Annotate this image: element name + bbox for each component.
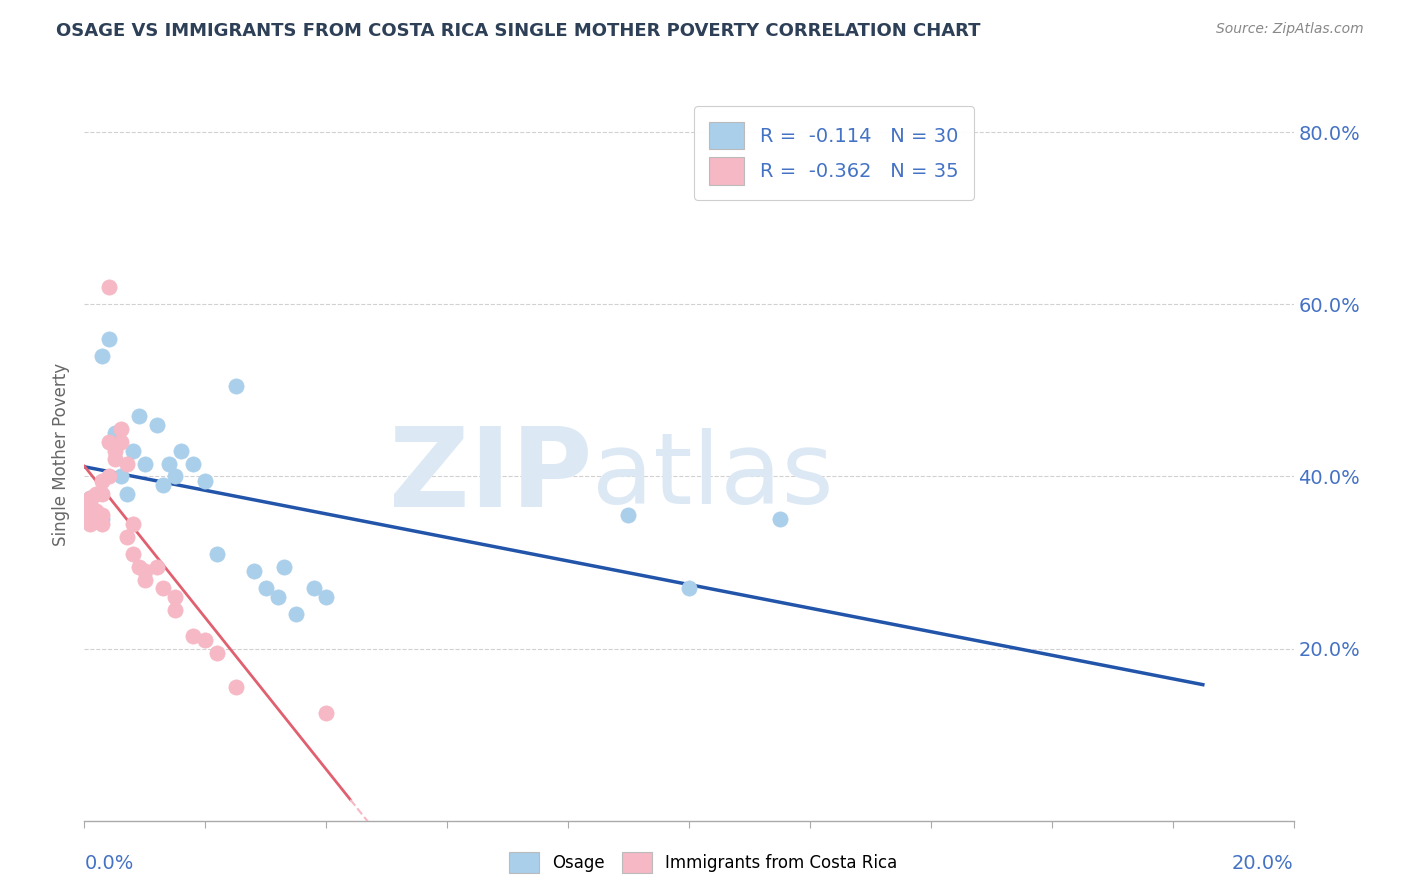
Point bbox=[181, 629, 204, 643]
Text: 20.0%: 20.0% bbox=[1232, 854, 1294, 872]
Point bbox=[284, 607, 308, 621]
Point bbox=[315, 706, 337, 720]
Point bbox=[115, 457, 138, 471]
Point bbox=[79, 504, 101, 518]
Point bbox=[121, 547, 143, 561]
Point bbox=[134, 457, 156, 471]
Point bbox=[79, 491, 101, 505]
Text: atlas: atlas bbox=[592, 428, 834, 525]
Point bbox=[152, 478, 174, 492]
Point bbox=[121, 516, 143, 531]
Point bbox=[254, 582, 277, 596]
Point bbox=[146, 559, 169, 574]
Text: 0.0%: 0.0% bbox=[84, 854, 134, 872]
Text: Source: ZipAtlas.com: Source: ZipAtlas.com bbox=[1216, 22, 1364, 37]
Point bbox=[110, 469, 132, 483]
Point bbox=[97, 332, 120, 346]
Point bbox=[617, 508, 640, 523]
Point bbox=[104, 443, 127, 458]
Point bbox=[110, 435, 132, 450]
Point bbox=[115, 486, 138, 500]
Point bbox=[86, 486, 108, 500]
Point bbox=[91, 349, 114, 363]
Point bbox=[91, 516, 114, 531]
Point bbox=[86, 504, 108, 518]
Point bbox=[134, 573, 156, 587]
Point bbox=[267, 590, 290, 604]
Point bbox=[146, 417, 169, 432]
Point bbox=[242, 564, 264, 578]
Y-axis label: Single Mother Poverty: Single Mother Poverty bbox=[52, 363, 70, 547]
Point bbox=[91, 508, 114, 523]
Point bbox=[86, 512, 108, 526]
Text: OSAGE VS IMMIGRANTS FROM COSTA RICA SINGLE MOTHER POVERTY CORRELATION CHART: OSAGE VS IMMIGRANTS FROM COSTA RICA SING… bbox=[56, 22, 981, 40]
Point bbox=[79, 495, 101, 509]
Point bbox=[128, 559, 150, 574]
Legend: Osage, Immigrants from Costa Rica: Osage, Immigrants from Costa Rica bbox=[502, 846, 904, 880]
Point bbox=[163, 590, 186, 604]
Point bbox=[79, 508, 101, 523]
Point bbox=[97, 435, 120, 450]
Point bbox=[207, 547, 229, 561]
Point bbox=[157, 457, 180, 471]
Point bbox=[170, 443, 193, 458]
Point bbox=[86, 508, 108, 523]
Point bbox=[121, 443, 143, 458]
Point bbox=[225, 379, 247, 393]
Point bbox=[91, 512, 114, 526]
Point bbox=[194, 474, 217, 488]
Point bbox=[104, 452, 127, 467]
Legend: R =  -0.114   N = 30, R =  -0.362   N = 35: R = -0.114 N = 30, R = -0.362 N = 35 bbox=[695, 106, 974, 200]
Point bbox=[315, 590, 337, 604]
Point bbox=[91, 474, 114, 488]
Point bbox=[678, 582, 700, 596]
Point bbox=[194, 632, 217, 647]
Point bbox=[181, 457, 204, 471]
Point bbox=[104, 426, 127, 441]
Point bbox=[79, 491, 101, 505]
Text: ZIP: ZIP bbox=[389, 424, 592, 531]
Point bbox=[134, 564, 156, 578]
Point bbox=[273, 559, 295, 574]
Point bbox=[163, 469, 186, 483]
Point bbox=[302, 582, 325, 596]
Point bbox=[79, 516, 101, 531]
Point bbox=[225, 680, 247, 694]
Point bbox=[769, 512, 792, 526]
Point bbox=[110, 422, 132, 436]
Point bbox=[152, 582, 174, 596]
Point bbox=[163, 603, 186, 617]
Point bbox=[97, 469, 120, 483]
Point bbox=[128, 409, 150, 424]
Point bbox=[91, 486, 114, 500]
Point bbox=[115, 530, 138, 544]
Point bbox=[207, 646, 229, 660]
Point bbox=[97, 280, 120, 294]
